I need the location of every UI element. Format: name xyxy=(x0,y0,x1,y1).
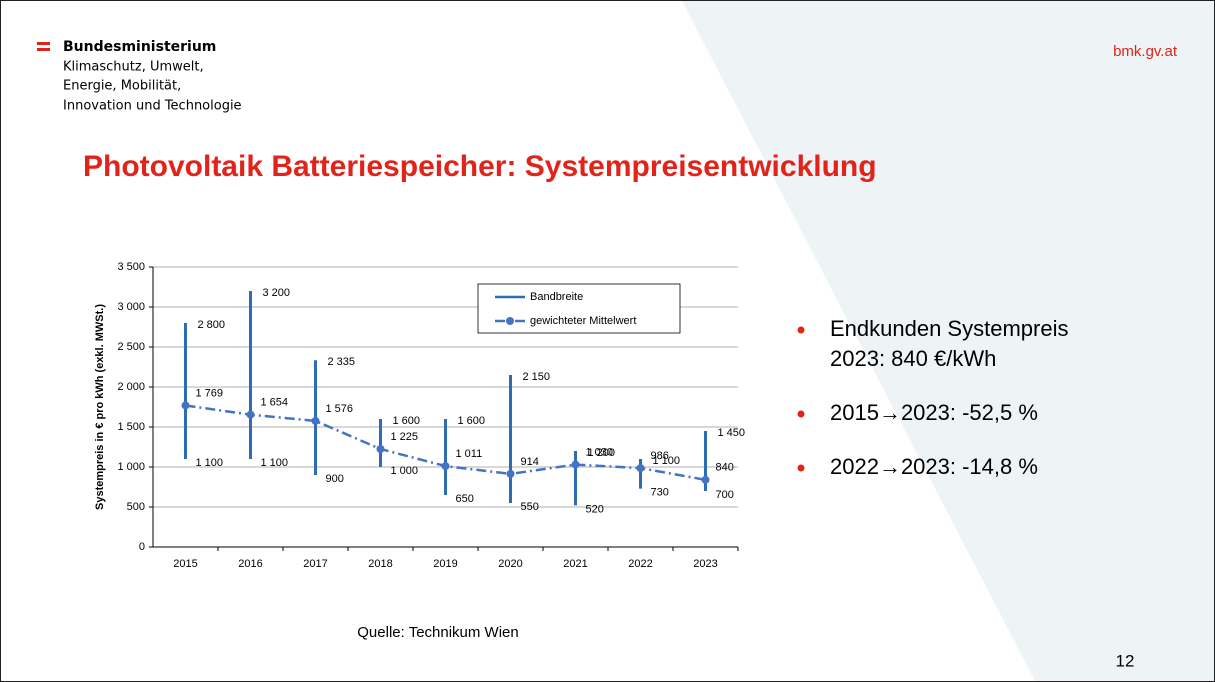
site: bmk.gv.at xyxy=(1113,43,1178,60)
mean-point xyxy=(181,401,190,410)
y-tick-label: 500 xyxy=(127,501,145,513)
mean-label: 1 011 xyxy=(456,448,483,460)
min-label: 550 xyxy=(521,501,539,513)
x-tick-label: 2022 xyxy=(628,558,652,570)
max-label: 2 150 xyxy=(523,371,551,383)
mean-point xyxy=(441,462,450,471)
mean-point xyxy=(636,464,645,473)
max-label: 3 200 xyxy=(263,287,291,299)
x-tick-label: 2018 xyxy=(368,558,392,570)
min-label: 650 xyxy=(456,493,474,505)
x-tick-label: 2021 xyxy=(563,558,587,570)
mean-point xyxy=(376,445,385,453)
page-number: 12 xyxy=(1116,651,1135,670)
min-label: 1 000 xyxy=(391,465,419,477)
min-label: 730 xyxy=(651,487,669,499)
legend-label: Bandbreite xyxy=(530,291,583,303)
x-tick-label: 2016 xyxy=(238,558,262,570)
y-tick-label: 0 xyxy=(139,541,145,553)
max-label: 1 600 xyxy=(393,415,421,427)
mean-label: 840 xyxy=(716,462,734,474)
legend-label: gewichteter Mittelwert xyxy=(530,315,636,327)
ministry-line: Energie, Mobilität, xyxy=(63,79,181,94)
y-tick-label: 2 000 xyxy=(117,381,145,393)
mean-point xyxy=(701,475,710,484)
x-tick-label: 2017 xyxy=(303,558,327,570)
y-tick-label: 3 000 xyxy=(117,301,145,313)
bullet-dot xyxy=(797,410,805,418)
ministry-line: Innovation und Technologie xyxy=(63,99,242,114)
max-label: 2 335 xyxy=(328,356,356,368)
min-label: 700 xyxy=(716,489,734,501)
min-label: 1 100 xyxy=(196,457,224,469)
bullet-text: 2023: 840 €/kWh xyxy=(830,346,996,371)
logo-bar xyxy=(37,48,50,51)
x-tick-label: 2023 xyxy=(693,558,717,570)
max-label: 1 200 xyxy=(588,447,616,459)
y-tick-label: 1 000 xyxy=(117,461,145,473)
mean-point xyxy=(571,460,580,469)
logo-bar xyxy=(37,42,50,45)
bullet-text: 2015→2023: -52,5 % xyxy=(830,400,1038,425)
max-label: 1 100 xyxy=(653,455,681,467)
legend-box xyxy=(477,283,681,334)
bullet-dot xyxy=(797,326,805,334)
y-axis-title: Systempreis in € pro kWh (exkl. MWSt.) xyxy=(94,304,106,510)
y-tick-label: 2 500 xyxy=(117,341,145,353)
mean-label: 914 xyxy=(521,456,539,468)
background-shape xyxy=(682,1,1214,681)
mean-label: 986 xyxy=(651,450,669,462)
mean-point xyxy=(506,469,515,478)
mean-point xyxy=(246,410,255,419)
ministry-line: Klimaschutz, Umwelt, xyxy=(63,60,204,75)
max-label: 2 800 xyxy=(198,319,226,331)
mean-label: 1 654 xyxy=(261,397,289,409)
mean-label: 1 576 xyxy=(326,403,354,415)
bullet-dot xyxy=(797,464,805,472)
bullet-text: 2022→2023: -14,8 % xyxy=(830,454,1038,479)
source: Quelle: Technikum Wien xyxy=(357,624,518,641)
min-label: 900 xyxy=(326,473,344,485)
y-tick-label: 3 500 xyxy=(117,261,145,273)
mean-label: 1 030 xyxy=(586,447,614,459)
x-tick-label: 2020 xyxy=(498,558,522,570)
max-label: 1 600 xyxy=(458,415,486,427)
min-label: 520 xyxy=(586,503,604,515)
bullet-text: Endkunden Systempreis xyxy=(830,316,1068,341)
legend-swatch xyxy=(506,317,514,325)
slide-title: Photovoltaik Batteriespeicher: Systempre… xyxy=(83,150,877,183)
min-label: 1 100 xyxy=(261,457,289,469)
max-label: 1 450 xyxy=(718,427,746,439)
x-tick-label: 2019 xyxy=(433,558,457,570)
mean-label: 1 769 xyxy=(196,387,224,399)
y-tick-label: 1 500 xyxy=(117,421,145,433)
x-tick-label: 2015 xyxy=(173,558,197,570)
mean-point xyxy=(311,416,320,425)
ministry-line: Bundesministerium xyxy=(63,39,216,55)
mean-label: 1 225 xyxy=(391,431,419,443)
